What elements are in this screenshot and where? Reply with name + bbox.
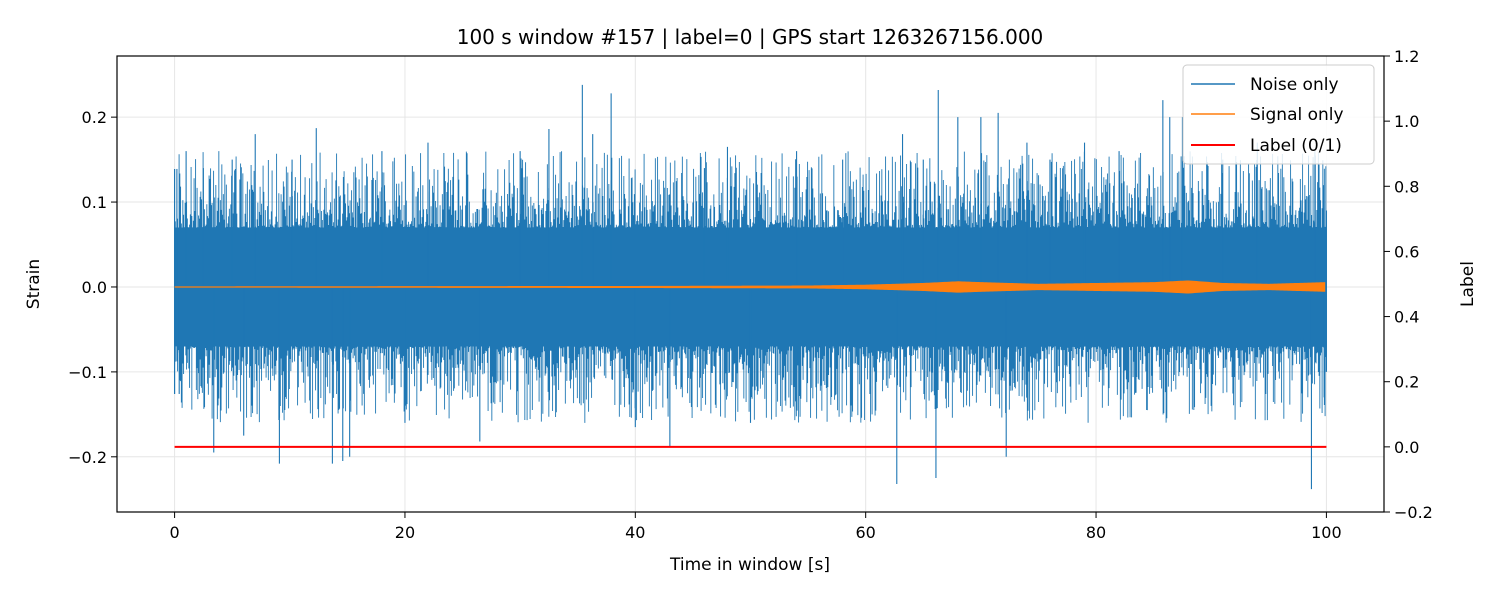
y2-tick-label-2: 0.2	[1394, 373, 1419, 392]
y-axis-label: Strain	[24, 259, 44, 309]
x-tick-label-3: 60	[856, 523, 876, 542]
x-tick-label-2: 40	[625, 523, 645, 542]
x-tick-label-0: 0	[169, 523, 179, 542]
legend-label-signal: Signal only	[1250, 105, 1344, 125]
y-tick-label-2: 0.0	[82, 278, 107, 297]
y-axis-ticks: −0.2 −0.1 0.0 0.1 0.2	[68, 108, 117, 467]
y2-axis-label: Label	[1458, 261, 1478, 307]
x-axis-ticks: 0 20 40 60 80 100	[169, 512, 1342, 542]
x-tick-label-4: 80	[1086, 523, 1106, 542]
y2-tick-label-5: 0.8	[1394, 177, 1419, 196]
chart-title: 100 s window #157 | label=0 | GPS start …	[457, 25, 1044, 49]
legend-label-label: Label (0/1)	[1250, 136, 1342, 156]
x-axis-label: Time in window [s]	[669, 555, 830, 575]
y2-tick-label-0: −0.2	[1394, 503, 1433, 522]
x-tick-label-5: 100	[1311, 523, 1342, 542]
y2-tick-label-7: 1.2	[1394, 47, 1419, 66]
plot-frame	[116, 55, 1385, 513]
signal-trace	[174, 280, 1326, 294]
legend-box	[1182, 64, 1375, 165]
y2-tick-label-3: 0.4	[1394, 308, 1419, 327]
y2-tick-label-6: 1.0	[1394, 112, 1419, 131]
y2-tick-label-1: 0.0	[1394, 438, 1419, 457]
x-tick-label-1: 20	[395, 523, 415, 542]
y-tick-label-4: 0.2	[82, 108, 107, 127]
series-signal-only	[174, 280, 1326, 294]
y2-tick-label-4: 0.6	[1394, 242, 1419, 261]
y2-axis-ticks: −0.2 0.0 0.2 0.4 0.6 0.8 1.0 1.2	[1384, 47, 1433, 522]
legend: Noise only Signal only Label (0/1)	[1182, 64, 1375, 165]
y-tick-label-0: −0.2	[68, 448, 107, 467]
legend-label-noise: Noise only	[1250, 75, 1339, 95]
y-tick-label-1: −0.1	[68, 363, 107, 382]
y-tick-label-3: 0.1	[82, 193, 107, 212]
